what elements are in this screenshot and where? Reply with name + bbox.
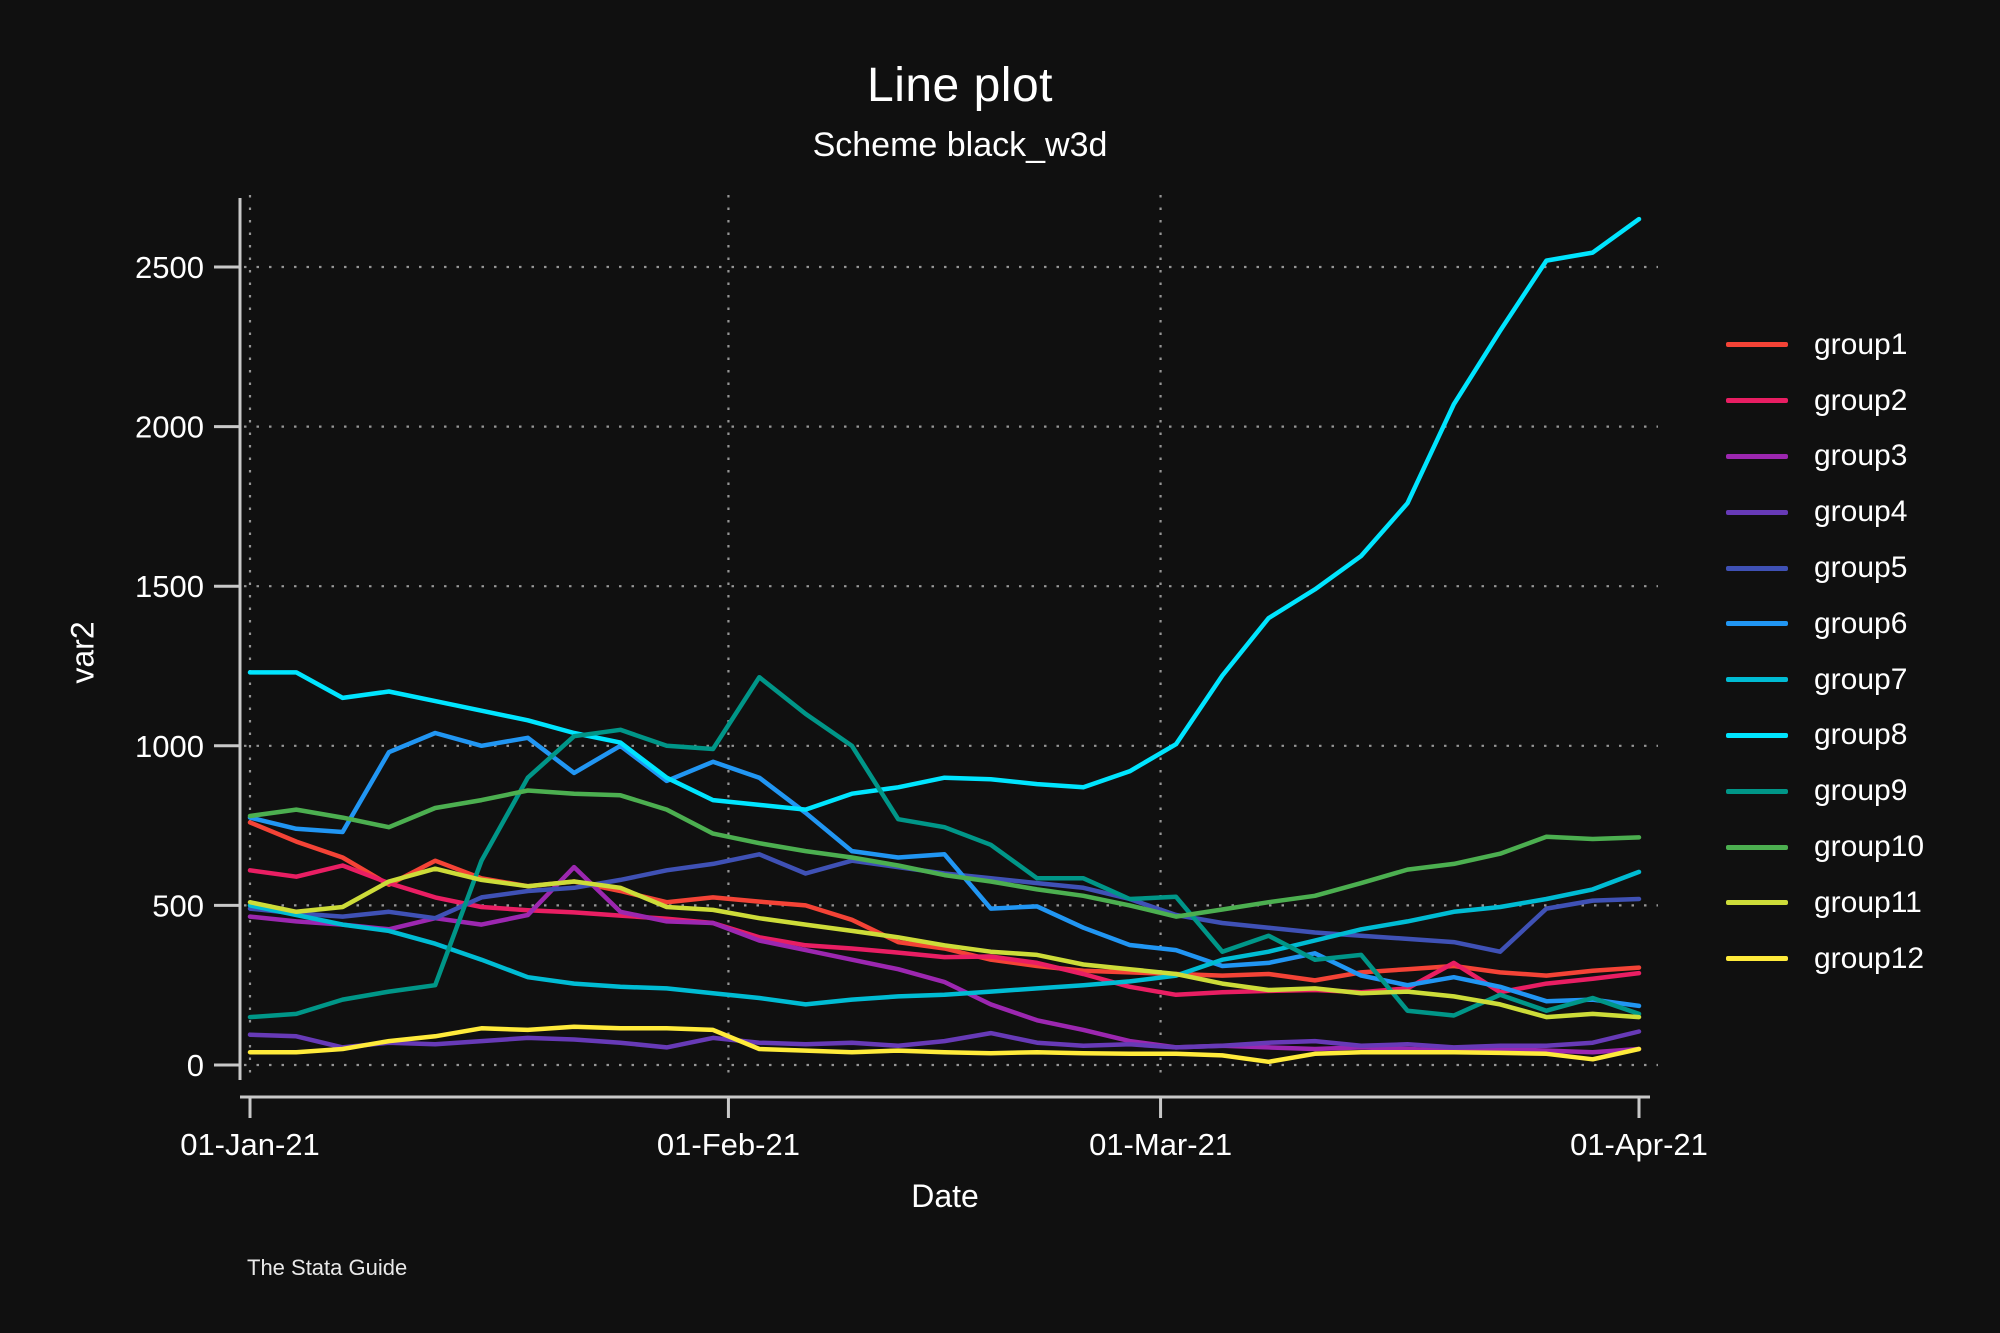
legend-item-group11: group11 bbox=[1726, 875, 1924, 931]
legend-item-group1: group1 bbox=[1726, 317, 1924, 373]
legend-label: group7 bbox=[1814, 662, 1908, 696]
legend-item-group12: group12 bbox=[1726, 931, 1924, 987]
x-tick-label: 01-Feb-21 bbox=[657, 1127, 800, 1162]
legend-label: group5 bbox=[1814, 551, 1908, 585]
legend-item-group4: group4 bbox=[1726, 484, 1924, 540]
legend-swatch-group8 bbox=[1726, 732, 1788, 738]
legend-label: group3 bbox=[1814, 439, 1908, 473]
legend-item-group6: group6 bbox=[1726, 596, 1924, 652]
series-line-group9 bbox=[247, 674, 1642, 1020]
legend-label: group11 bbox=[1814, 885, 1922, 919]
watermark: The Stata Guide bbox=[247, 1255, 408, 1280]
y-tick-label: 1500 bbox=[135, 569, 204, 604]
legend-label: group8 bbox=[1814, 718, 1908, 752]
legend-item-group2: group2 bbox=[1726, 373, 1924, 429]
legend-swatch-group7 bbox=[1726, 677, 1788, 683]
series-line-group12 bbox=[247, 1024, 1642, 1065]
series-line-group2 bbox=[247, 863, 1642, 998]
series-line-group11 bbox=[247, 866, 1642, 1020]
legend-swatch-group3 bbox=[1726, 453, 1788, 459]
x-tick-label: 01-Apr-21 bbox=[1570, 1127, 1708, 1162]
legend-item-group5: group5 bbox=[1726, 540, 1924, 596]
legend-swatch-group10 bbox=[1726, 844, 1788, 850]
legend-label: group10 bbox=[1814, 830, 1925, 864]
legend-swatch-group12 bbox=[1726, 956, 1788, 962]
chart-subtitle: Scheme black_w3d bbox=[812, 126, 1108, 164]
legend-item-group7: group7 bbox=[1726, 652, 1924, 708]
y-tick-label: 0 bbox=[187, 1048, 204, 1083]
legend-label: group12 bbox=[1814, 941, 1925, 975]
series-line-group10 bbox=[247, 788, 1642, 919]
series-line-group7 bbox=[247, 869, 1642, 1007]
legend-label: group2 bbox=[1814, 383, 1908, 417]
chart-title: Line plot bbox=[867, 59, 1053, 112]
legend: group1 group2 group3 group4 group5 group6 grou… bbox=[1726, 317, 1924, 987]
legend-label: group4 bbox=[1814, 495, 1908, 529]
legend-item-group10: group10 bbox=[1726, 819, 1924, 875]
y-tick-label: 500 bbox=[152, 888, 204, 923]
legend-swatch-group1 bbox=[1726, 342, 1788, 348]
legend-item-group9: group9 bbox=[1726, 763, 1924, 819]
y-tick-label: 1000 bbox=[135, 729, 204, 764]
legend-swatch-group6 bbox=[1726, 621, 1788, 627]
legend-swatch-group9 bbox=[1726, 788, 1788, 794]
legend-item-group3: group3 bbox=[1726, 429, 1924, 485]
x-tick-label: 01-Mar-21 bbox=[1089, 1127, 1232, 1162]
series-line-group6 bbox=[247, 730, 1642, 1009]
legend-swatch-group4 bbox=[1726, 509, 1788, 515]
x-tick-label: 01-Jan-21 bbox=[180, 1127, 320, 1162]
y-tick-label: 2000 bbox=[135, 410, 204, 445]
x-axis-title: Date bbox=[911, 1178, 979, 1214]
series-line-group8 bbox=[247, 216, 1642, 812]
legend-label: group1 bbox=[1814, 327, 1908, 361]
legend-item-group8: group8 bbox=[1726, 708, 1924, 764]
legend-swatch-group5 bbox=[1726, 565, 1788, 571]
legend-swatch-group2 bbox=[1726, 398, 1788, 404]
legend-label: group6 bbox=[1814, 606, 1908, 640]
series-line-group4 bbox=[247, 1029, 1642, 1050]
series-line-group3 bbox=[247, 864, 1642, 1055]
legend-label: group9 bbox=[1814, 774, 1908, 808]
y-tick-label: 2500 bbox=[135, 250, 204, 285]
legend-swatch-group11 bbox=[1726, 900, 1788, 906]
